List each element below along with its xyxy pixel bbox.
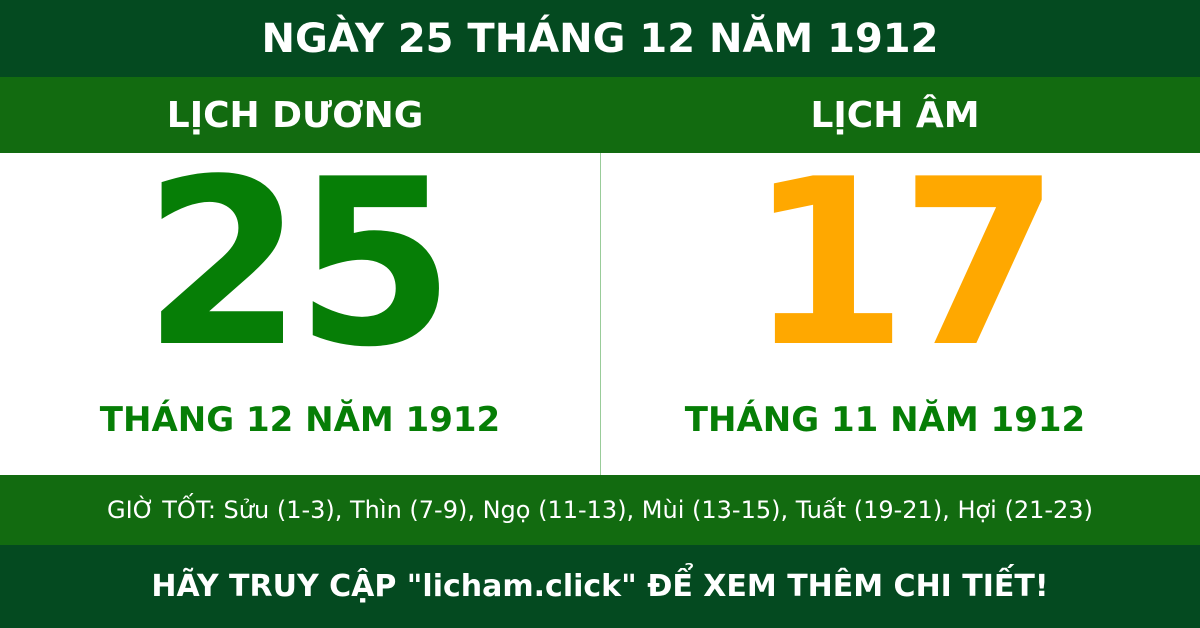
footer-cta: HÃY TRUY CẬP "licham.click" ĐỂ XEM THÊM …	[0, 545, 1200, 628]
good-hours: GIỜ TỐT: Sửu (1-3), Thìn (7-9), Ngọ (11-…	[0, 475, 1200, 545]
lunar-calendar-label: LỊCH ÂM	[810, 94, 980, 136]
solar-calendar-label: LỊCH DƯƠNG	[166, 94, 424, 136]
divider	[600, 153, 601, 475]
lunar-day: 17	[747, 131, 1060, 398]
page-title: NGÀY 25 THÁNG 12 NĂM 1912	[0, 0, 1200, 77]
solar-month-year: THÁNG 12 NĂM 1912	[99, 400, 501, 440]
lunar-month-year: THÁNG 11 NĂM 1912	[684, 400, 1086, 440]
solar-day: 25	[142, 131, 455, 398]
calendar-headers: LỊCH DƯƠNG LỊCH ÂM	[0, 77, 1200, 153]
